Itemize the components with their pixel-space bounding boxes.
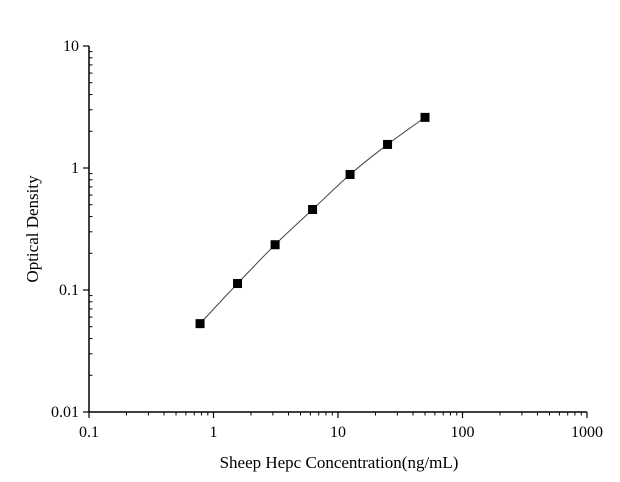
data-point bbox=[233, 279, 243, 289]
x-tick-label: 0.1 bbox=[79, 424, 99, 441]
data-point bbox=[383, 139, 393, 149]
y-tick-label: 1 bbox=[71, 160, 79, 177]
y-tick-label: 10 bbox=[63, 38, 79, 55]
plot-area bbox=[195, 112, 430, 329]
data-point bbox=[308, 204, 318, 214]
x-tick-label: 1 bbox=[210, 424, 218, 441]
x-axis-label: Sheep Hepc Concentration(ng/mL) bbox=[220, 453, 459, 472]
y-tick-label: 0.1 bbox=[59, 282, 79, 299]
y-axis-label: Optical Density bbox=[23, 175, 42, 283]
axes bbox=[83, 45, 588, 418]
x-tick-label: 10 bbox=[330, 424, 346, 441]
data-point bbox=[420, 112, 430, 122]
x-tick-label: 1000 bbox=[571, 424, 603, 441]
data-point bbox=[195, 319, 205, 329]
x-tick-label: 100 bbox=[451, 424, 475, 441]
y-tick-label: 0.01 bbox=[51, 404, 79, 421]
data-point bbox=[345, 169, 355, 179]
data-point bbox=[270, 240, 280, 250]
